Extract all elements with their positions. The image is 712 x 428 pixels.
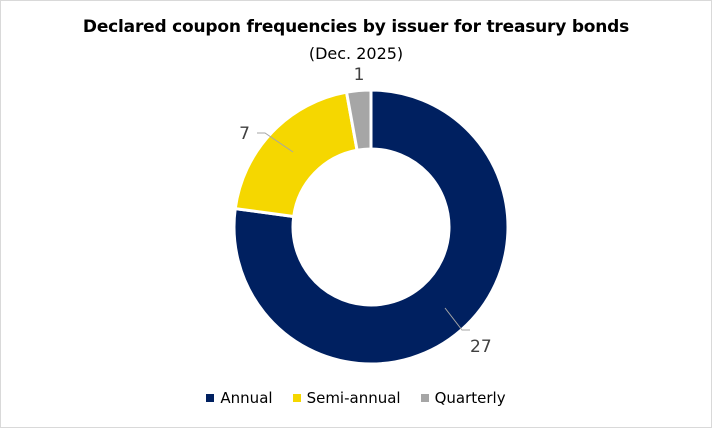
legend-swatch-icon (420, 394, 429, 402)
data-label: 1 (354, 65, 365, 85)
legend-swatch-icon (206, 394, 215, 402)
slice-quarterly[interactable] (344, 88, 373, 152)
data-label: 27 (470, 337, 492, 357)
slice-semi-annual[interactable] (233, 90, 359, 219)
legend-item-semi-annual[interactable]: Semi-annual (292, 389, 401, 407)
chart-title: Declared coupon frequencies by issuer fo… (82, 17, 630, 37)
chart-subtitle: (Dec. 2025) (308, 44, 404, 63)
legend-label: Quarterly (434, 389, 506, 407)
legend-item-annual[interactable]: Annual (206, 389, 273, 407)
slice-annual[interactable] (232, 88, 510, 366)
legend-label: Annual (220, 389, 273, 407)
legend-item-quarterly[interactable]: Quarterly (420, 389, 506, 407)
legend-swatch-icon (292, 394, 301, 402)
leader-line (444, 307, 470, 331)
leader-line (257, 132, 294, 153)
legend: Annual Semi-annual Quarterly (0, 389, 712, 407)
data-label: 7 (239, 124, 250, 144)
legend-label: Semi-annual (306, 389, 401, 407)
